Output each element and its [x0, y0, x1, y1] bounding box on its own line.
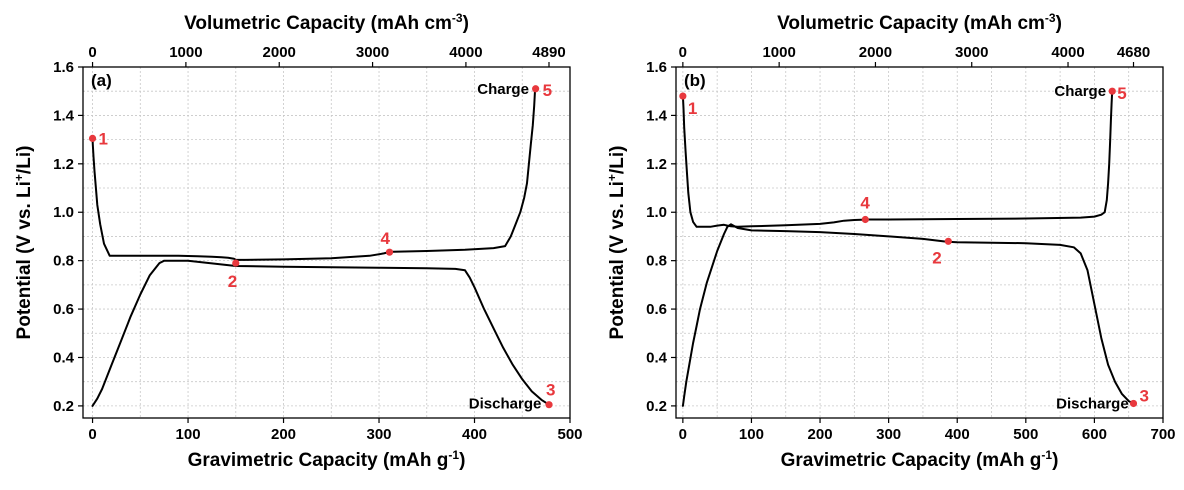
y-tick-label: 1.6 — [53, 59, 74, 76]
x2-tick-label: 2000 — [263, 44, 296, 61]
y-tick-label: 0.2 — [646, 398, 667, 415]
y-axis-title: Potential (V vs. Li+/Li) — [12, 146, 35, 340]
annotation-label: Charge — [1054, 83, 1106, 100]
x2-tick-label: 3000 — [356, 44, 389, 61]
y-tick-label: 1.2 — [53, 156, 74, 173]
x-tick-label: 100 — [176, 426, 201, 443]
x-tick-label: 500 — [557, 426, 582, 443]
x-tick-label: 400 — [462, 426, 487, 443]
point-marker-2 — [944, 237, 952, 245]
charge-curve — [681, 90, 1114, 228]
y-tick-label: 1.4 — [53, 107, 75, 124]
x-tick-label: 500 — [1013, 426, 1038, 443]
point-label-2: 2 — [228, 272, 237, 291]
point-marker-4 — [385, 248, 394, 256]
x2-tick-label: 4680 — [1117, 44, 1150, 61]
annotation-label: Discharge — [469, 395, 542, 412]
x-tick-label: 0 — [88, 426, 96, 443]
y-axis-title: Potential (V vs. Li+/Li) — [605, 146, 628, 340]
plot-frame — [675, 66, 1164, 419]
y-tick-label: 1.0 — [53, 204, 74, 221]
x2-tick-label: 1000 — [762, 44, 795, 61]
y-tick-label: 1.4 — [646, 107, 668, 124]
x-tick-label: 400 — [945, 426, 970, 443]
y-tick-label: 0.6 — [53, 301, 74, 318]
point-label-3: 3 — [546, 381, 555, 400]
point-label-1: 1 — [688, 99, 697, 118]
point-label-4: 4 — [381, 229, 391, 248]
point-marker-5 — [1108, 87, 1116, 95]
y-tick-label: 0.8 — [53, 253, 74, 270]
x2-axis-title: Volumetric Capacity (mAh cm-3) — [184, 11, 469, 34]
x-tick-label: 100 — [739, 426, 764, 443]
discharge-curve — [91, 259, 550, 407]
panel-label: (a) — [91, 71, 112, 90]
y-tick-label: 0.4 — [646, 349, 668, 366]
panel-label: (b) — [684, 71, 706, 90]
point-marker-3 — [1129, 399, 1138, 408]
discharge-curve — [681, 223, 1135, 407]
x2-tick-label: 3000 — [955, 44, 988, 61]
x-axis-title: Gravimetric Capacity (mAh g-1) — [188, 448, 466, 471]
x2-axis-title: Volumetric Capacity (mAh cm-3) — [777, 11, 1062, 34]
x-tick-label: 0 — [679, 426, 687, 443]
x2-tick-label: 2000 — [859, 44, 892, 61]
x2-tick-label: 0 — [679, 44, 687, 61]
panel-b: 0 100 200 300 400 500 600 700 0.2 0.4 0.6 0.8 1.0 1.2… — [605, 11, 1176, 471]
point-marker-2 — [232, 259, 240, 267]
x-axis-title: Gravimetric Capacity (mAh g-1) — [781, 448, 1059, 471]
x2-tick-label: 0 — [88, 44, 96, 61]
y-tick-label: 1.0 — [646, 204, 667, 221]
x-tick-label: 600 — [1082, 426, 1107, 443]
x-tick-label: 700 — [1150, 426, 1175, 443]
y-tick-label: 1.2 — [646, 156, 667, 173]
point-marker-5 — [532, 85, 540, 93]
plot-frame — [82, 66, 571, 419]
point-marker-1 — [679, 92, 687, 100]
point-marker-1 — [88, 134, 97, 143]
y-tick-label: 0.8 — [646, 253, 667, 270]
point-label-5: 5 — [1117, 84, 1126, 103]
point-label-4: 4 — [860, 194, 870, 213]
point-label-1: 1 — [99, 129, 108, 148]
x-tick-label: 200 — [271, 426, 296, 443]
x2-tick-label: 1000 — [169, 44, 202, 61]
annotation-label: Charge — [477, 81, 529, 98]
point-marker-4 — [861, 215, 869, 224]
x-tick-label: 300 — [876, 426, 901, 443]
annotation-label: Discharge — [1056, 395, 1129, 412]
y-tick-label: 0.2 — [53, 398, 74, 415]
x2-tick-label: 4000 — [1051, 44, 1084, 61]
y-tick-label: 0.4 — [53, 349, 75, 366]
point-label-5: 5 — [543, 81, 552, 100]
grid-lines — [676, 67, 1163, 418]
grid-lines — [83, 67, 570, 418]
x2-tick-label: 4000 — [449, 44, 482, 61]
panel-a: 0 100 200 300 400 500 0.2 0.4 0.6 0.8 1.0 1.2 1.4 1.6… — [12, 11, 583, 471]
point-marker-3 — [545, 401, 553, 409]
point-label-3: 3 — [1140, 386, 1149, 405]
charge-curve — [91, 87, 537, 261]
y-tick-label: 1.6 — [646, 59, 667, 76]
x-tick-label: 200 — [808, 426, 833, 443]
point-label-2: 2 — [932, 248, 941, 267]
y-tick-label: 0.6 — [646, 301, 667, 318]
x-tick-label: 300 — [367, 426, 392, 443]
x2-tick-label: 4890 — [532, 44, 565, 61]
